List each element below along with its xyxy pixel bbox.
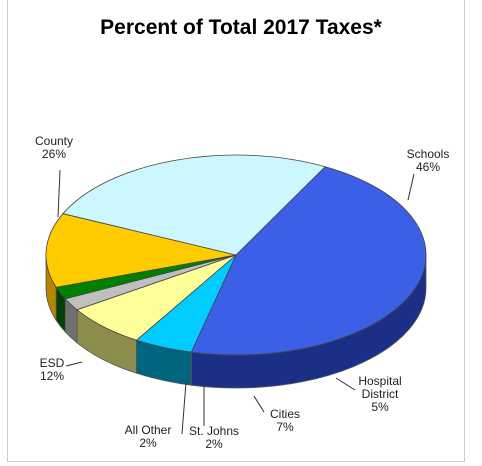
slice-label-schools: Schools 46% bbox=[407, 147, 450, 174]
pie-slice-esd bbox=[45, 213, 237, 288]
pie-slice-schools bbox=[190, 166, 427, 356]
leader-line-schools bbox=[407, 173, 415, 201]
leader-line-cities bbox=[253, 395, 265, 413]
slice-label-county: County 26% bbox=[35, 134, 73, 161]
chart-title: Percent of Total 2017 Taxes* bbox=[100, 16, 382, 39]
pie-slice-county bbox=[62, 154, 326, 256]
slice-label-st-johns: St. Johns 2% bbox=[189, 424, 239, 451]
leader-line-hospital-district bbox=[335, 377, 356, 391]
leader-line-county bbox=[57, 169, 61, 218]
slice-label-esd: ESD 12% bbox=[40, 356, 65, 383]
slice-label-hospital-district: Hospital District 5% bbox=[358, 374, 401, 414]
slice-label-cities: Cities 7% bbox=[270, 407, 300, 434]
leader-line-esd bbox=[65, 361, 83, 367]
chart-frame bbox=[7, 0, 465, 462]
leader-line-all-other bbox=[181, 381, 187, 435]
pie-slices bbox=[45, 154, 427, 356]
slice-label-all-other: All Other 2% bbox=[125, 423, 172, 450]
pie-labels: Schools 46% Hospital District 5% Cities 7% St. … bbox=[35, 134, 449, 451]
